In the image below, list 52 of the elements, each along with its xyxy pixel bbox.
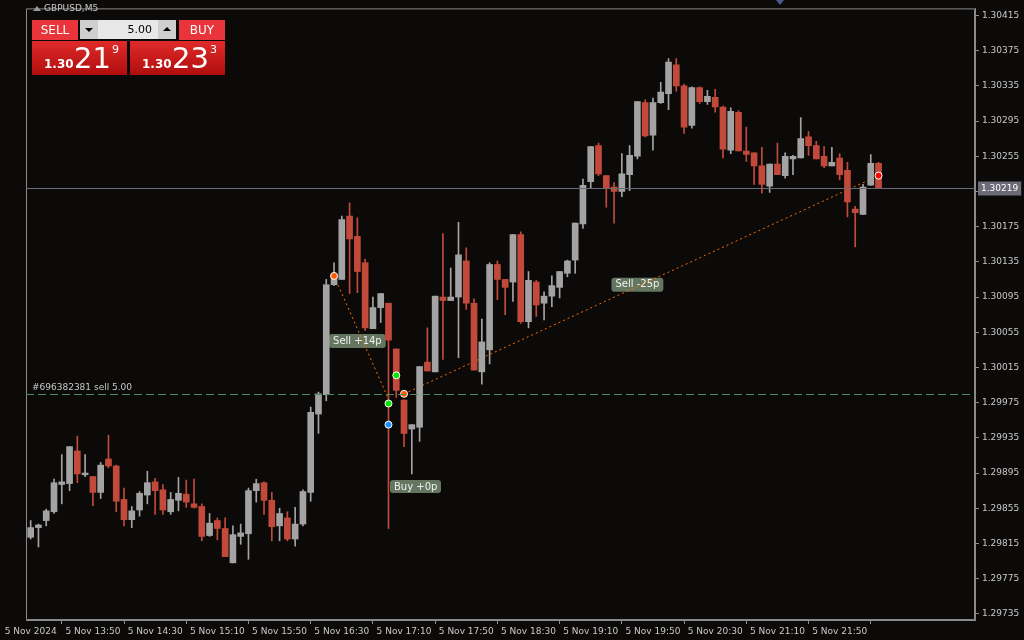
y-tick-label: 1.30055 xyxy=(982,326,1020,337)
annotation: 5.00 xyxy=(127,23,152,36)
annotation: 3 xyxy=(210,43,217,56)
y-tick-label: 1.30095 xyxy=(982,291,1020,302)
x-tick-label: 5 Nov 17:10 xyxy=(376,625,432,636)
annotation: Sell -25p xyxy=(615,278,660,290)
point xyxy=(330,271,339,280)
annotation: Buy +0p xyxy=(390,480,442,493)
y-tick-label: 1.30335 xyxy=(982,80,1020,91)
x-tick-label: 5 Nov 20:30 xyxy=(687,625,743,636)
y-tick-label: 1.29815 xyxy=(982,537,1020,548)
x-tick-label: 5 Nov 21:10 xyxy=(749,625,806,636)
annotation: 1.30 xyxy=(44,57,74,71)
x-tick-label: 5 Nov 18:30 xyxy=(501,625,557,636)
annotation: 1.30 xyxy=(142,57,172,71)
y-tick-label: 1.30175 xyxy=(982,220,1020,231)
x-tick-label: 5 Nov 16:30 xyxy=(314,625,370,636)
x-tick-label: 5 Nov 21:50 xyxy=(812,625,868,636)
x-tick-label: 5 Nov 2024 xyxy=(4,625,57,636)
point xyxy=(384,420,393,429)
x-tick-label: 5 Nov 19:50 xyxy=(625,625,681,636)
y-tick-label: 1.29775 xyxy=(982,572,1020,583)
y-tick-label: 1.30295 xyxy=(982,115,1020,126)
y-tick-label: 1.29895 xyxy=(982,467,1020,478)
annotation: Sell +14p xyxy=(333,334,382,346)
x-tick-label: 5 Nov 13:50 xyxy=(65,625,121,636)
annotation: BUY xyxy=(179,20,225,40)
x-tick-label: 5 Nov 17:50 xyxy=(438,625,495,636)
x-tick-label: 5 Nov 14:30 xyxy=(127,625,183,636)
point xyxy=(384,399,393,408)
y-tick-label: 1.30255 xyxy=(982,150,1020,161)
candlestick xyxy=(431,295,439,373)
point xyxy=(874,171,883,180)
x-tick-label: 5 Nov 15:10 xyxy=(189,625,246,636)
x-tick-label: 5 Nov 15:50 xyxy=(252,625,308,636)
chart-title: GBPUSD,M5 xyxy=(44,3,99,13)
y-tick-label: 1.30135 xyxy=(982,256,1020,267)
x-tick-label: 5 Nov 19:10 xyxy=(563,625,619,636)
y-tick-label: 1.30375 xyxy=(982,44,1020,55)
y-tick-label: 1.30015 xyxy=(982,361,1020,372)
y-tick-label: 1.29855 xyxy=(982,502,1020,513)
ref-line-label: #696382381 sell 5.00 xyxy=(32,382,133,393)
y-tick-label: 1.29735 xyxy=(982,608,1020,619)
annotation: 9 xyxy=(112,43,119,56)
y-tick-label: 1.29935 xyxy=(982,432,1020,443)
annotation: 21 xyxy=(74,41,111,75)
annotation: SELL xyxy=(32,20,78,40)
y-tick-label: 1.29975 xyxy=(982,396,1020,407)
ref-line-label: 1.30219 xyxy=(981,182,1019,193)
point xyxy=(392,371,401,380)
y-tick-label: 1.30415 xyxy=(982,9,1020,20)
annotation: 23 xyxy=(172,41,209,75)
